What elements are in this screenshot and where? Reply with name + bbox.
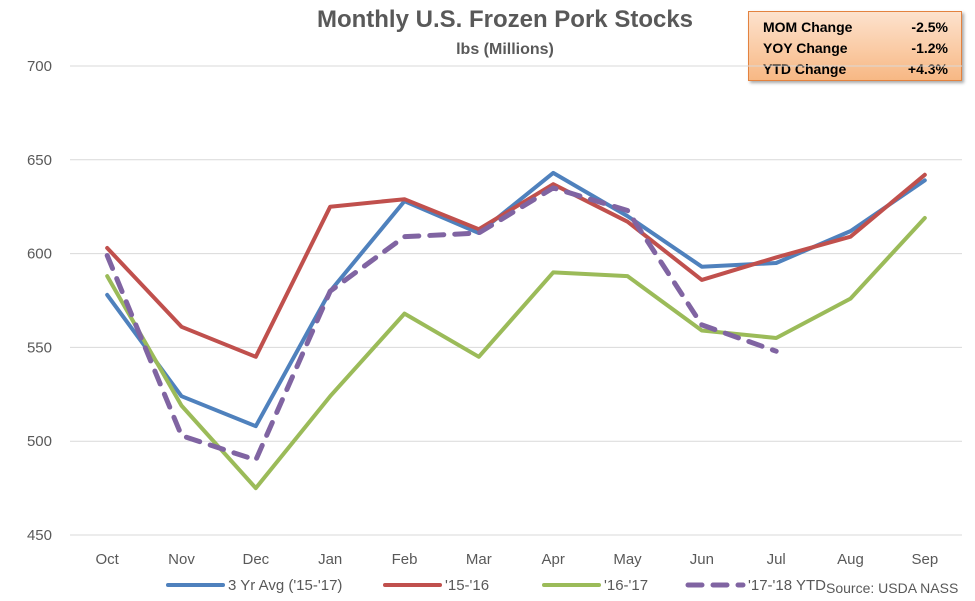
y-axis-ticks: 450 500 550 600 650 700 [27, 58, 52, 544]
legend-label: '17-'18 YTD [748, 577, 826, 594]
x-tick-label: Jan [318, 551, 342, 568]
x-tick-label: Apr [541, 551, 564, 568]
legend-label: '16-'17 [604, 577, 648, 594]
x-tick-label: Feb [392, 551, 418, 568]
stat-value: -2.5% [911, 19, 948, 35]
legend-label: '15-'16 [445, 577, 489, 594]
x-tick-label: Oct [95, 551, 119, 568]
x-tick-label: Aug [837, 551, 864, 568]
series-line-1 [105, 170, 927, 429]
y-tick-label: 550 [27, 339, 52, 356]
stat-row-ytd: YTD Change +4.3% [763, 59, 948, 80]
y-tick-label: 500 [27, 433, 52, 450]
legend: 3 Yr Avg ('15-'17) '15-'16 '16-'17 '17-'18 … [166, 577, 826, 594]
y-tick-label: 600 [27, 246, 52, 263]
y-tick-label: 650 [27, 152, 52, 169]
x-tick-label: May [613, 551, 642, 568]
x-tick-label: Mar [466, 551, 492, 568]
chart-subtitle: lbs (Millions) [456, 41, 554, 58]
y-tick-label: 450 [27, 527, 52, 544]
legend-label: 3 Yr Avg ('15-'17) [228, 577, 342, 594]
series-line-2 [105, 172, 927, 359]
x-tick-label: Sep [911, 551, 938, 568]
series-lines [104, 170, 927, 491]
x-tick-label: Jun [690, 551, 714, 568]
stat-row-mom: MOM Change -2.5% [763, 17, 948, 38]
stat-label: MOM Change [763, 19, 853, 35]
x-tick-label: Dec [242, 551, 269, 568]
series-line-3 [105, 216, 927, 491]
gridlines [70, 65, 962, 536]
stat-label: YOY Change [763, 40, 848, 56]
source-note: Source: USDA NASS [826, 580, 959, 596]
stat-value: -1.2% [911, 40, 948, 56]
stats-box: MOM Change -2.5% YOY Change -1.2% YTD Ch… [748, 11, 962, 81]
series-line-4 [104, 185, 779, 463]
stat-row-yoy: YOY Change -1.2% [763, 38, 948, 59]
stat-label: YTD Change [763, 61, 847, 77]
x-tick-label: Jul [767, 551, 786, 568]
chart-title: Monthly U.S. Frozen Pork Stocks [316, 6, 694, 33]
x-tick-label: Nov [168, 551, 195, 568]
y-tick-label: 700 [27, 58, 52, 75]
x-axis-ticks: Oct Nov Dec Jan Feb Mar Apr May Jun Jul Aug Sep [95, 551, 938, 568]
stat-value: +4.3% [907, 61, 948, 77]
